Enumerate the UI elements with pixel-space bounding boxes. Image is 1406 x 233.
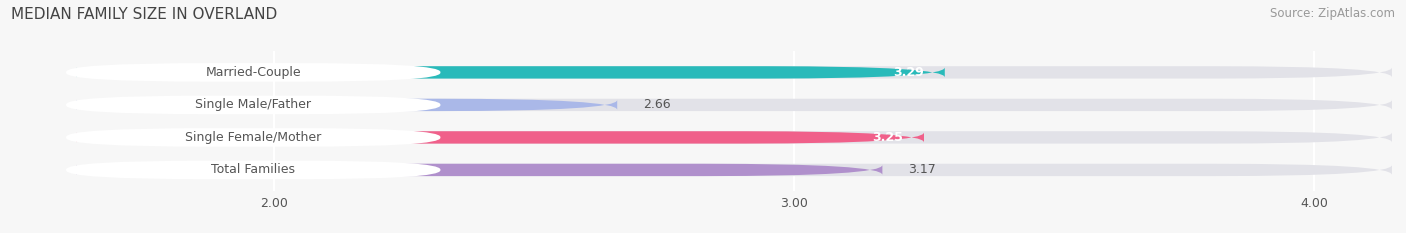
FancyBboxPatch shape [76, 99, 1392, 111]
FancyBboxPatch shape [76, 131, 924, 144]
FancyBboxPatch shape [66, 128, 440, 147]
FancyBboxPatch shape [66, 63, 440, 82]
Text: 2.66: 2.66 [643, 98, 671, 111]
FancyBboxPatch shape [76, 99, 617, 111]
FancyBboxPatch shape [76, 131, 1392, 144]
Text: 3.29: 3.29 [893, 66, 924, 79]
FancyBboxPatch shape [76, 66, 945, 79]
Text: 3.25: 3.25 [872, 131, 903, 144]
Text: 3.17: 3.17 [908, 163, 936, 176]
Text: Married-Couple: Married-Couple [205, 66, 301, 79]
Text: Single Female/Mother: Single Female/Mother [186, 131, 322, 144]
Text: Source: ZipAtlas.com: Source: ZipAtlas.com [1270, 7, 1395, 20]
Text: MEDIAN FAMILY SIZE IN OVERLAND: MEDIAN FAMILY SIZE IN OVERLAND [11, 7, 277, 22]
FancyBboxPatch shape [76, 164, 883, 176]
FancyBboxPatch shape [76, 164, 1392, 176]
FancyBboxPatch shape [66, 161, 440, 179]
FancyBboxPatch shape [76, 66, 1392, 79]
Text: Total Families: Total Families [211, 163, 295, 176]
Text: Single Male/Father: Single Male/Father [195, 98, 311, 111]
FancyBboxPatch shape [66, 96, 440, 114]
